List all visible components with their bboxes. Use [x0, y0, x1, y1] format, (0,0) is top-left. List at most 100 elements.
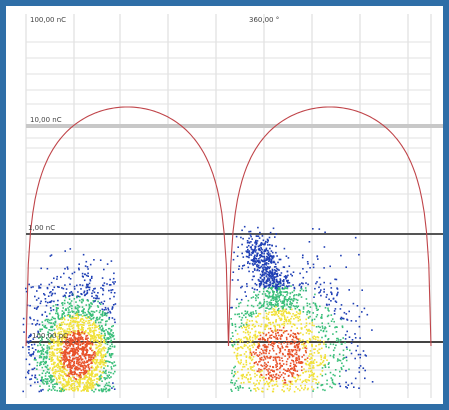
scatter-point	[98, 311, 101, 314]
scatter-point	[93, 330, 95, 333]
scatter-point	[84, 273, 86, 275]
scatter-point	[69, 367, 71, 369]
scatter-point	[318, 348, 320, 351]
scatter-point	[273, 279, 276, 281]
scatter-point	[51, 334, 53, 336]
scatter-point	[285, 299, 288, 301]
scatter-point	[317, 364, 320, 367]
scatter-point	[283, 305, 286, 307]
scatter-point	[89, 338, 92, 341]
scatter-point	[301, 366, 303, 368]
scatter-point	[104, 332, 106, 335]
scatter-point	[317, 258, 319, 260]
scatter-point	[288, 285, 290, 287]
scatter-point	[324, 355, 327, 358]
scatter-point	[33, 358, 36, 361]
scatter-point	[257, 266, 260, 268]
scatter-point	[289, 296, 291, 298]
scatter-point	[57, 332, 59, 335]
scatter-point	[262, 243, 264, 245]
scatter-point	[341, 368, 343, 370]
scatter-point	[314, 338, 317, 340]
scatter-point	[55, 364, 58, 366]
scatter-point	[74, 317, 76, 319]
scatter-point	[255, 320, 257, 323]
scatter-point	[338, 359, 340, 361]
scatter-point	[245, 344, 247, 347]
scatter-point	[77, 374, 79, 377]
scatter-point	[82, 389, 84, 392]
scatter-point	[296, 316, 299, 318]
scatter-point	[58, 326, 60, 329]
scatter-point	[344, 341, 346, 344]
scatter-point	[334, 300, 337, 302]
scatter-point	[265, 294, 268, 297]
scatter-point	[250, 241, 252, 243]
scatter-point	[333, 354, 335, 356]
scatter-point	[46, 301, 49, 304]
scatter-point	[72, 353, 75, 356]
scatter-point	[320, 358, 323, 361]
scatter-point	[240, 361, 242, 364]
scatter-point	[275, 251, 277, 254]
scatter-point	[302, 254, 304, 257]
scatter-point	[97, 306, 100, 308]
scatter-point	[254, 330, 257, 333]
scatter-point	[261, 279, 264, 281]
scatter-point	[252, 339, 254, 342]
scatter-point	[251, 238, 253, 240]
scatter-point	[56, 352, 58, 354]
scatter-point	[262, 305, 265, 307]
scatter-point	[81, 284, 84, 287]
scatter-point	[309, 353, 311, 355]
scatter-point	[256, 295, 258, 297]
scatter-point	[84, 385, 87, 388]
scatter-point	[289, 362, 292, 365]
scatter-point	[253, 288, 256, 291]
scatter-point	[79, 372, 82, 374]
scatter-point	[300, 328, 303, 330]
scatter-point	[302, 372, 304, 374]
scatter-point	[85, 387, 88, 389]
scatter-point	[94, 368, 97, 370]
scatter-point	[319, 343, 321, 345]
scatter-point	[307, 317, 310, 319]
scatter-point	[58, 390, 61, 392]
scatter-point	[311, 324, 313, 326]
scatter-point	[112, 385, 115, 388]
scatter-point	[342, 337, 344, 339]
scatter-point	[61, 287, 63, 289]
scatter-point	[304, 371, 307, 373]
scatter-point	[83, 384, 86, 386]
scatter-point	[340, 304, 343, 306]
scatter-point	[98, 331, 101, 334]
scatter-point	[258, 370, 260, 372]
scatter-point	[314, 348, 316, 350]
scatter-point	[89, 341, 91, 344]
scatter-point	[329, 385, 331, 388]
scatter-point	[51, 326, 53, 329]
scatter-point	[289, 308, 292, 310]
scatter-point	[54, 321, 57, 324]
scatter-point	[77, 291, 79, 293]
scatter-point	[254, 262, 256, 265]
scatter-point	[82, 312, 84, 314]
scatter-point	[274, 303, 277, 306]
scatter-point	[354, 236, 357, 239]
scatter-point	[236, 352, 239, 355]
scatter-point	[290, 383, 292, 385]
scatter-point	[39, 342, 41, 344]
scatter-point	[259, 334, 262, 337]
scatter-point	[50, 345, 53, 348]
scatter-point	[57, 359, 59, 362]
scatter-point	[279, 278, 282, 280]
scatter-point	[93, 375, 95, 378]
scatter-point	[259, 306, 262, 309]
scatter-point	[270, 258, 273, 261]
scatter-point	[242, 374, 244, 376]
scatter-point	[304, 358, 306, 361]
scatter-point	[103, 355, 106, 357]
scatter-point	[38, 286, 41, 289]
scatter-point	[82, 299, 84, 302]
scatter-point	[37, 297, 40, 300]
